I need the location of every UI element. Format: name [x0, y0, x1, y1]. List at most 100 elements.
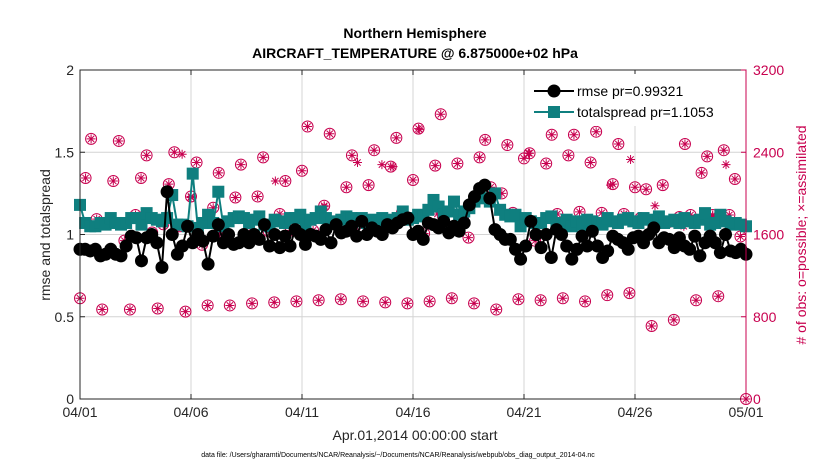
y-tick-label: 0: [66, 391, 74, 407]
x-tick-label: 04/26: [617, 404, 652, 420]
rmse-point: [560, 239, 574, 253]
obs-assimilated-marker: [97, 305, 107, 315]
y-right-tick-label: 3200: [753, 62, 784, 78]
rmse-point: [708, 236, 722, 250]
obs-possible-marker: [340, 181, 353, 194]
rmse-point: [273, 241, 287, 255]
obs-assimilated-marker: [497, 188, 507, 198]
obs-possible-marker: [590, 125, 603, 138]
obs-possible-marker: [379, 296, 392, 309]
obs-possible-marker: [717, 144, 730, 157]
x-tick-label: 04/16: [395, 404, 430, 420]
obs-assimilated-marker: [547, 130, 557, 140]
obs-assimilated-marker: [169, 147, 179, 157]
obs-possible-marker: [562, 149, 575, 162]
obs-assimilated-marker: [247, 298, 257, 308]
obs-assimilated-marker: [575, 207, 584, 217]
obs-assimilated-marker: [142, 150, 152, 160]
rmse-point: [719, 228, 733, 241]
obs-assimilated-marker: [480, 135, 490, 145]
rmse-point: [319, 223, 333, 237]
y-tick-label: 2: [66, 62, 74, 78]
obs-possible-marker: [584, 156, 597, 169]
rmse-point: [555, 228, 569, 241]
y-right-tick-label: 0: [753, 391, 761, 407]
obs-possible-marker: [512, 293, 525, 306]
obs-assimilated-marker: [408, 175, 418, 185]
obs-assimilated-marker: [114, 136, 124, 146]
obs-assimilated-marker: [641, 184, 651, 194]
rmse-point: [278, 229, 292, 243]
obs-assimilated-marker: [177, 149, 187, 159]
rmse-point: [503, 232, 517, 246]
rmse-point: [621, 242, 635, 256]
x-tick-label: 04/11: [285, 404, 319, 420]
rmse-point: [508, 242, 522, 256]
obs-assimilated-marker: [624, 288, 634, 298]
rmse-point: [519, 239, 533, 253]
chart-subtitle: AIRCRAFT_TEMPERATURE @ 6.875000e+02 hPa: [252, 45, 578, 61]
totalspread-point: [135, 218, 148, 231]
legend-rmse-label: rmse pr=0.99321: [577, 83, 683, 99]
legend-spread-label: totalspread pr=1.1053: [577, 104, 714, 120]
rmse-point: [150, 236, 164, 250]
obs-assimilated-marker: [125, 305, 135, 315]
rmse-point: [693, 249, 707, 263]
x-tick-label: 04/06: [173, 404, 208, 420]
obs-possible-marker: [473, 151, 486, 164]
rmse-point: [196, 234, 210, 248]
obs-assimilated-marker: [269, 297, 279, 307]
rmse-point: [457, 216, 471, 230]
obs-possible-marker: [257, 151, 270, 164]
obs-assimilated-marker: [447, 293, 457, 303]
obs-assimilated-marker: [658, 180, 668, 190]
obs-possible-marker: [334, 293, 347, 306]
obs-possible-marker: [645, 320, 658, 333]
obs-assimilated-marker: [341, 182, 351, 192]
obs-assimilated-marker: [225, 300, 235, 310]
rmse-point: [283, 239, 297, 253]
obs-possible-marker: [567, 128, 580, 141]
rmse-point: [683, 242, 697, 256]
obs-assimilated-marker: [253, 191, 263, 201]
legend: rmse pr=0.99321 totalspread pr=1.1053: [530, 74, 738, 126]
obs-possible-marker: [434, 108, 447, 121]
rmse-point: [201, 257, 215, 271]
obs-possible-marker: [135, 171, 148, 184]
obs-possible-marker: [107, 175, 120, 188]
obs-assimilated-marker: [391, 133, 401, 143]
obs-assimilated-marker: [436, 109, 446, 119]
rmse-point: [437, 214, 451, 228]
rmse-point: [416, 232, 430, 246]
obs-possible-marker: [423, 295, 436, 308]
obs-possible-marker: [345, 149, 358, 162]
totalspread-point: [442, 205, 455, 218]
obs-assimilated-marker: [180, 307, 190, 317]
rmse-point: [298, 237, 312, 251]
rmse-point: [539, 228, 553, 241]
obs-assimilated-marker: [536, 295, 546, 305]
x-tick-label: 05/01: [728, 404, 763, 420]
rmse-point: [565, 252, 579, 266]
rmse-point: [580, 239, 594, 253]
rmse-point: [119, 239, 133, 253]
legend-box: [530, 74, 738, 126]
obs-possible-marker: [301, 120, 314, 133]
totalspread-point: [294, 208, 307, 221]
obs-assimilated-marker: [724, 210, 734, 220]
obs-possible-marker: [223, 299, 236, 312]
rmse-point: [324, 236, 338, 250]
y-axis-label: rmse and totalspread: [37, 169, 53, 301]
obs-possible-marker: [412, 122, 425, 135]
obs-possible-marker: [212, 166, 225, 179]
rmse-point: [206, 229, 220, 243]
obs-assimilated-marker: [236, 160, 246, 170]
rmse-point: [667, 241, 681, 255]
obs-possible-marker: [140, 149, 153, 162]
obs-assimilated-marker: [630, 182, 640, 192]
obs-possible-marker: [151, 302, 164, 315]
rmse-point: [263, 239, 277, 253]
legend-rmse-marker: [547, 84, 561, 98]
rmse-point: [165, 228, 179, 241]
